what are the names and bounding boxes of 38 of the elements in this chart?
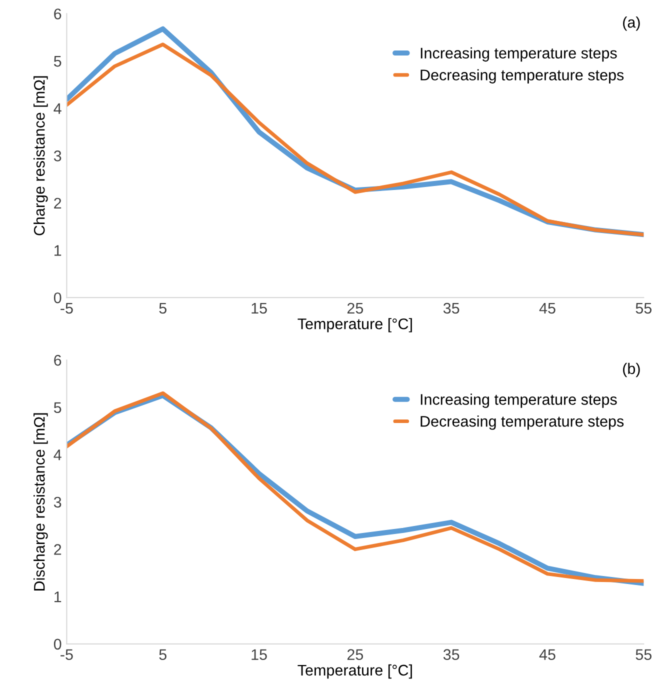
x-tick-label: 55 [636, 649, 652, 660]
y-tick-label: 4 [54, 103, 62, 114]
x-tick-label: -5 [60, 302, 73, 314]
annotation: (b) [623, 362, 640, 378]
y-tick-label: 1 [54, 592, 62, 602]
x-tick-label: 25 [347, 649, 364, 660]
y-tick-label: 6 [54, 354, 62, 366]
y-axis-title: Charge resistance [mΩ] [34, 76, 48, 236]
x-tick-label: 45 [539, 649, 556, 660]
y-tick-label: 6 [54, 8, 62, 20]
y-tick-label: 3 [54, 150, 62, 162]
x-tick-label: 35 [443, 302, 460, 314]
y-tick-label: 5 [54, 402, 62, 414]
x-tick-label: 25 [347, 302, 364, 314]
y-tick-label: 2 [54, 544, 62, 555]
y-tick-label: 0 [54, 292, 62, 304]
legend-label: Decreasing temperature steps [420, 416, 624, 430]
y-tick-label: 1 [54, 245, 62, 256]
x-axis-title: Temperature [°C] [298, 318, 412, 332]
annotation: (a) [623, 16, 640, 31]
x-tick-label: 5 [159, 302, 166, 314]
x-tick-label: 5 [159, 649, 166, 660]
y-tick-label: 4 [54, 450, 62, 460]
x-tick-label: 15 [252, 302, 267, 314]
y-tick-label: 2 [54, 198, 62, 208]
x-axis-title: Temperature [°C] [298, 664, 412, 679]
x-tick-label: 55 [636, 302, 652, 314]
legend-label: Decreasing temperature steps [420, 69, 624, 84]
x-tick-label: 45 [539, 302, 556, 314]
x-tick-label: 35 [443, 649, 460, 660]
legend-label: Increasing temperature steps [420, 47, 617, 62]
y-tick-label: 0 [54, 638, 62, 650]
y-tick-label: 5 [54, 56, 62, 67]
x-tick-label: 15 [252, 649, 267, 660]
x-tick-label: -5 [60, 649, 73, 660]
y-tick-label: 3 [54, 496, 62, 508]
legend-label: Increasing temperature steps [420, 394, 617, 408]
y-axis-title: Discharge resistance [mΩ] [34, 413, 48, 590]
